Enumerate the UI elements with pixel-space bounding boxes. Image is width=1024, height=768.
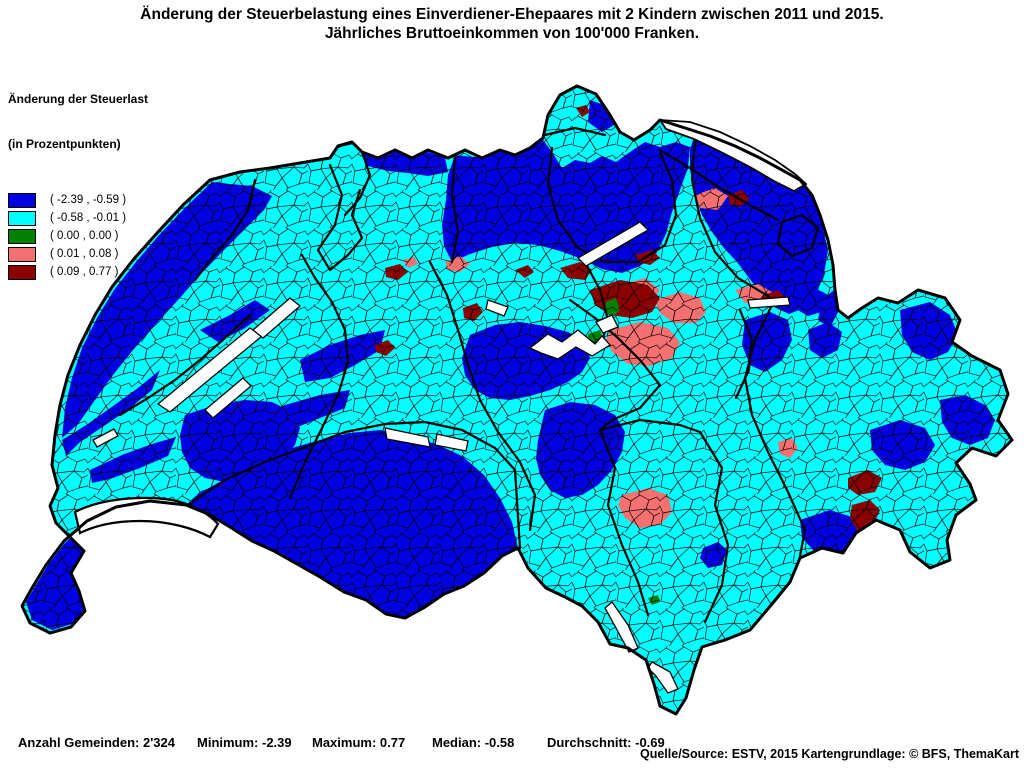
legend-title: Änderung der Steuerlast (in Prozentpunkt… [8, 62, 148, 182]
legend-row: ( 0.00 , 0.00 ) [8, 227, 148, 245]
lake-joux [92, 428, 119, 448]
lake-walensee [747, 296, 791, 309]
lake-murten [204, 377, 252, 419]
stat-maximum: Maximum: 0.77 [312, 735, 406, 750]
legend-label: ( 0.00 , 0.00 ) [50, 230, 119, 242]
municipality-texture [22, 86, 1012, 714]
statistics-row: Anzahl Gemeinden: 2'324 Minimum: -2.39 M… [0, 735, 1024, 751]
lake-maggiore [604, 601, 639, 653]
legend-row: ( 0.01 , 0.08 ) [8, 245, 148, 263]
stat-minimum: Minimum: -2.39 [197, 735, 292, 750]
stat-median: Median: -0.58 [432, 735, 515, 750]
stat-anzahl-gemeinden: Anzahl Gemeinden: 2'324 [18, 735, 175, 750]
legend: Änderung der Steuerlast (in Prozentpunkt… [8, 62, 148, 281]
legend-swatch-blue [8, 192, 36, 208]
legend-label: ( 0.01 , 0.08 ) [50, 248, 119, 260]
map-title-line1: Änderung der Steuerbelastung eines Einve… [140, 6, 884, 23]
lake-lucerne [528, 329, 612, 360]
lake-geneva [73, 496, 220, 539]
lake-constance [658, 118, 808, 193]
legend-row: ( -2.39 , -0.59 ) [8, 191, 148, 209]
source-attribution: Quelle/Source: ESTV, 2015 Kartengrundlag… [640, 747, 1019, 761]
legend-swatch-green [8, 228, 36, 244]
legend-swatch-salmon [8, 246, 36, 262]
legend-label: ( -2.39 , -0.59 ) [50, 194, 127, 206]
legend-swatch-cyan [8, 210, 36, 226]
lake-zug [595, 314, 619, 334]
legend-label: ( -0.58 , -0.01 ) [50, 212, 127, 224]
canton-borders [118, 126, 820, 624]
legend-swatch-darkred [8, 264, 36, 280]
lake-thun [384, 427, 431, 448]
lakes-layer [73, 118, 808, 694]
lake-biel [251, 297, 302, 339]
legend-row: ( 0.09 , 0.77 ) [8, 263, 148, 281]
legend-title-line1: Änderung der Steuerlast [8, 92, 149, 106]
legend-row: ( -0.58 , -0.01 ) [8, 209, 148, 227]
legend-title-line2: (in Prozentpunkten) [8, 137, 121, 151]
map-title: Änderung der Steuerbelastung eines Einve… [0, 5, 1024, 43]
legend-items: ( -2.39 , -0.59 ) ( -0.58 , -0.01 ) ( 0.… [8, 191, 148, 281]
map-title-line2: Jährliches Bruttoeinkommen von 100'000 F… [324, 25, 700, 42]
stat-durchschnitt: Durchschnitt: -0.69 [547, 735, 665, 750]
lake-sempach [485, 299, 509, 317]
lake-brienz [434, 433, 469, 452]
lake-zurich [576, 221, 650, 267]
legend-label: ( 0.09 , 0.77 ) [50, 266, 119, 278]
